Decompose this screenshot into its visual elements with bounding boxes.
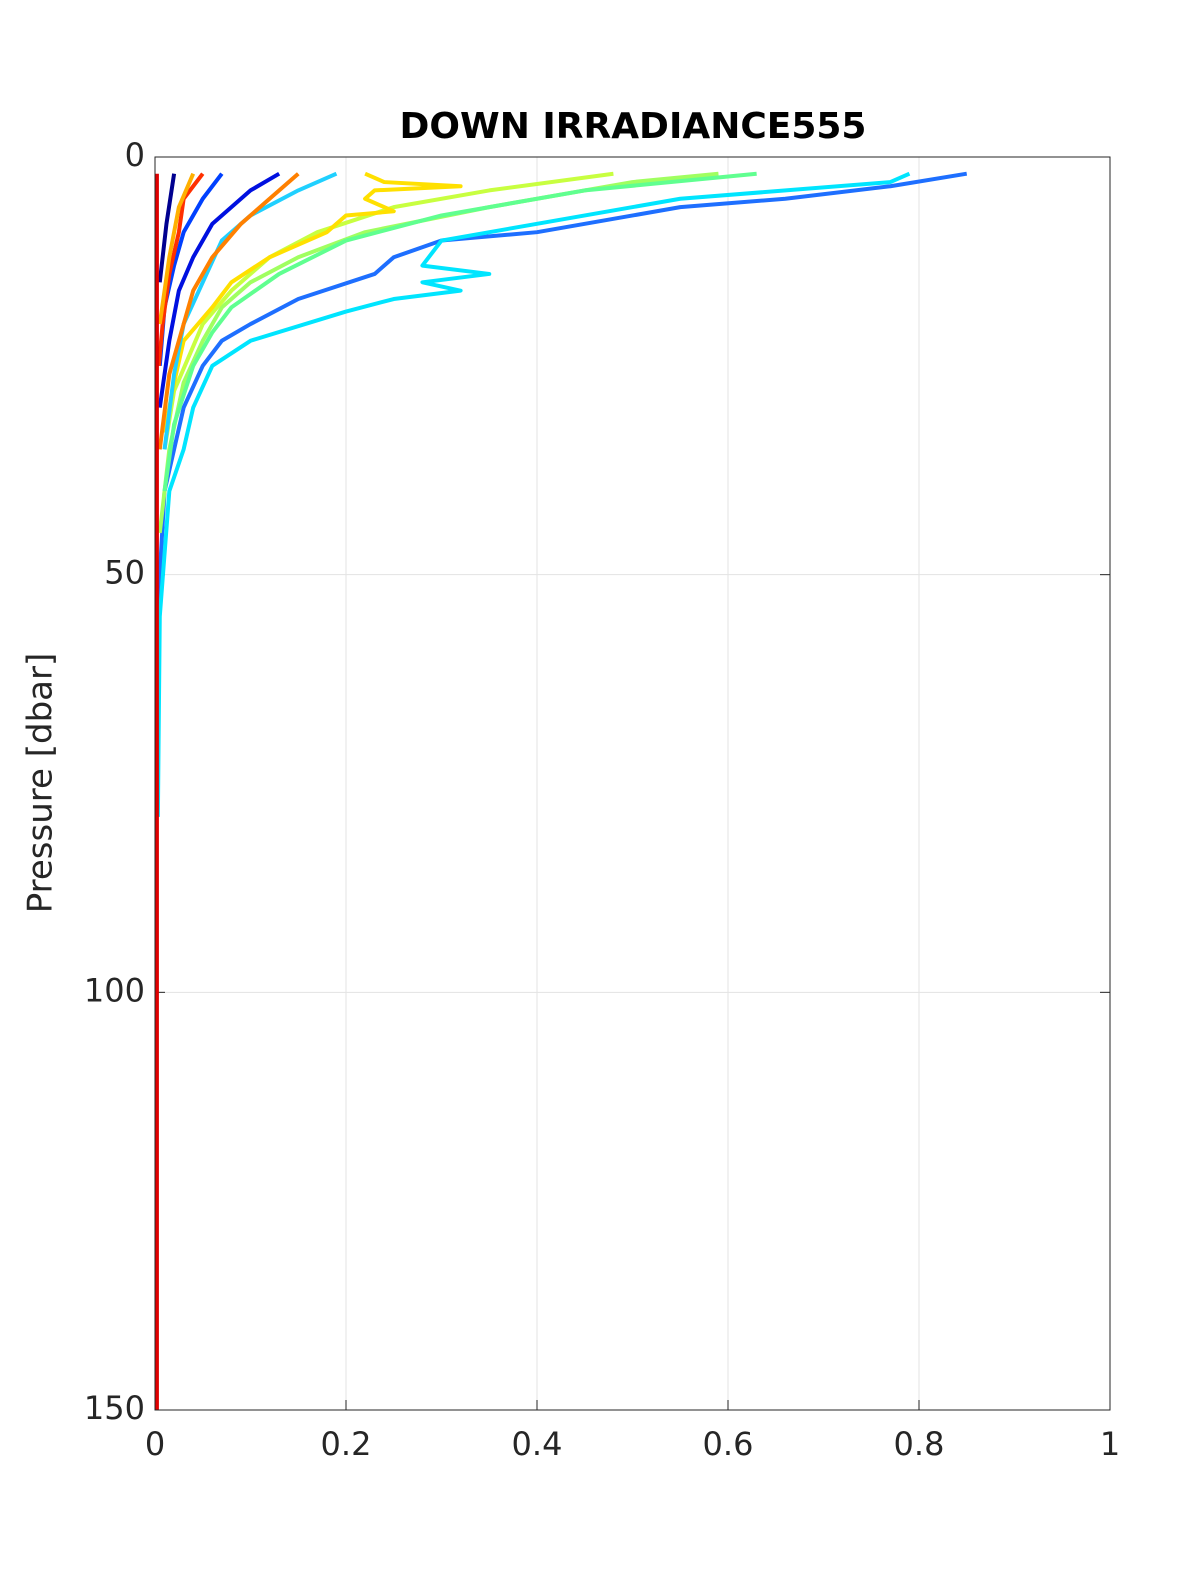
y-tick-label: 100: [84, 971, 145, 1009]
profile-line: [155, 171, 968, 659]
y-tick-label: 150: [84, 1389, 145, 1427]
profile-line: [162, 171, 757, 492]
profile-line: [157, 172, 300, 450]
y-tick-label: 50: [104, 554, 145, 592]
x-tick-label: 0.8: [894, 1425, 945, 1463]
profile-line: [157, 171, 281, 408]
x-tick-label: 0: [145, 1425, 165, 1463]
chart-title: DOWN IRRADIANCE555: [400, 106, 867, 147]
profile-line: [155, 171, 911, 817]
profile-line: [157, 172, 196, 325]
x-tick-label: 1: [1100, 1425, 1120, 1463]
x-tick-label: 0.6: [703, 1425, 754, 1463]
x-tick-label: 0.2: [321, 1425, 372, 1463]
y-tick-label: 0: [125, 136, 145, 174]
x-tick-label: 0.4: [512, 1425, 563, 1463]
profile-line: [162, 171, 463, 434]
plot-frame: [154, 156, 1111, 1411]
profile-line: [162, 171, 338, 450]
y-axis-label: Pressure [dbar]: [21, 653, 61, 914]
profile-line: [156, 172, 205, 367]
profile-line: [157, 173, 177, 283]
